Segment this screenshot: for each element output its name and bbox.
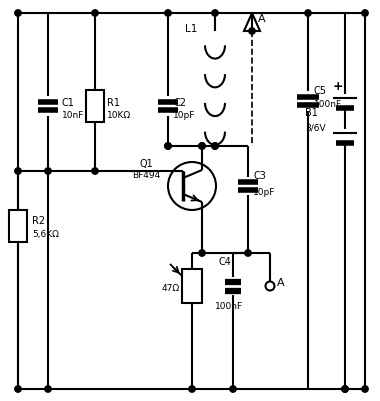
Text: A: A — [277, 277, 285, 287]
Text: BF494: BF494 — [132, 170, 160, 180]
Text: A: A — [258, 14, 266, 24]
Circle shape — [230, 386, 236, 392]
Bar — [9, 211, 27, 242]
Circle shape — [212, 144, 218, 150]
Circle shape — [199, 250, 205, 257]
Circle shape — [92, 11, 98, 17]
Text: 100nF: 100nF — [314, 100, 342, 109]
Text: +: + — [333, 79, 344, 92]
Circle shape — [45, 386, 51, 392]
Text: C5: C5 — [314, 86, 327, 96]
Circle shape — [342, 386, 348, 392]
Text: L1: L1 — [185, 24, 197, 34]
Text: 100nF: 100nF — [215, 301, 243, 310]
Text: 47Ω: 47Ω — [162, 283, 180, 292]
Text: C4: C4 — [218, 256, 231, 266]
Text: 3/6V: 3/6V — [305, 123, 326, 132]
Circle shape — [15, 168, 21, 175]
Text: 10nF: 10nF — [62, 111, 84, 120]
Bar — [182, 269, 202, 303]
Text: C1: C1 — [62, 98, 75, 108]
Circle shape — [165, 144, 171, 150]
Bar — [86, 91, 104, 123]
Circle shape — [249, 29, 255, 35]
Circle shape — [189, 386, 195, 392]
Circle shape — [15, 386, 21, 392]
Text: R1: R1 — [107, 98, 120, 108]
Text: R2: R2 — [32, 215, 45, 225]
Circle shape — [305, 11, 311, 17]
Circle shape — [165, 144, 171, 150]
Text: 5,6KΩ: 5,6KΩ — [32, 230, 59, 239]
Circle shape — [15, 11, 21, 17]
Circle shape — [362, 386, 368, 392]
Text: 10pF: 10pF — [253, 188, 276, 196]
Text: 10KΩ: 10KΩ — [107, 111, 131, 120]
Text: C3: C3 — [253, 170, 266, 180]
Text: C2: C2 — [173, 98, 186, 108]
Circle shape — [212, 11, 218, 17]
Text: B1: B1 — [305, 108, 318, 118]
Circle shape — [212, 144, 218, 150]
Circle shape — [92, 168, 98, 175]
Circle shape — [199, 144, 205, 150]
Text: Q1: Q1 — [140, 159, 154, 168]
Circle shape — [45, 168, 51, 175]
Circle shape — [165, 11, 171, 17]
Circle shape — [362, 11, 368, 17]
Text: 10pF: 10pF — [173, 111, 195, 120]
Circle shape — [342, 386, 348, 392]
Circle shape — [245, 250, 251, 257]
Circle shape — [199, 144, 205, 150]
